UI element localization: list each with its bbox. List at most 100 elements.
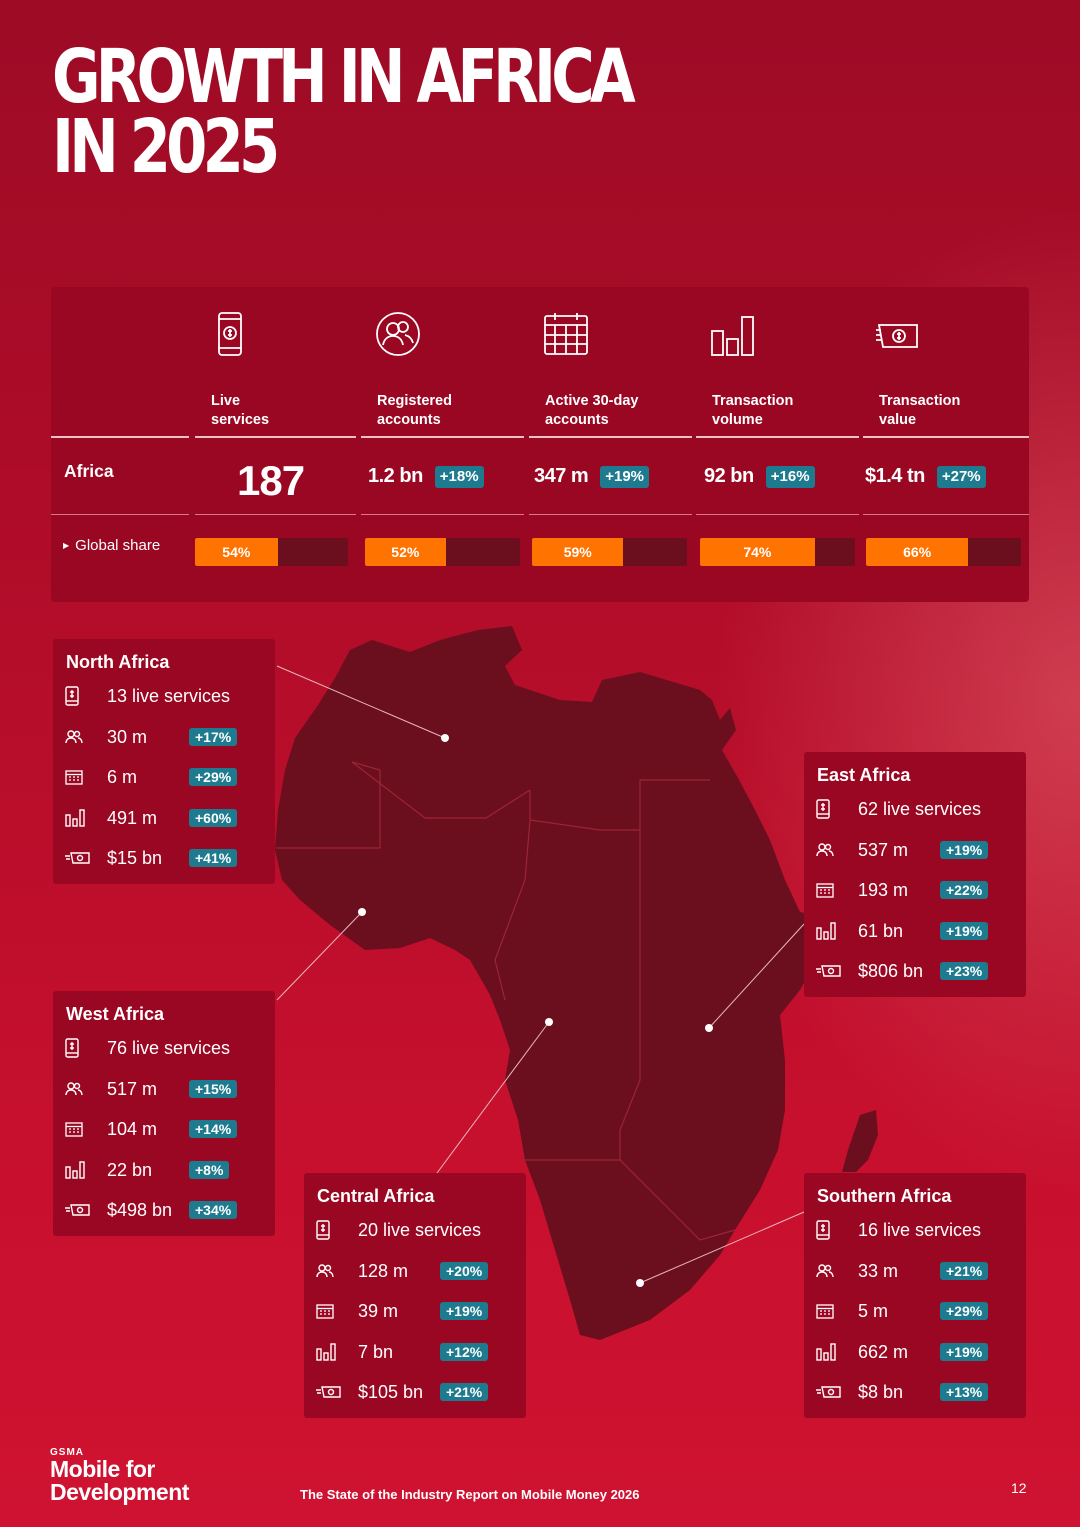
region-name: Central Africa xyxy=(317,1186,435,1206)
stat-row: 76 live services xyxy=(65,1035,230,1061)
growth-badge: +29% xyxy=(189,768,238,786)
phone-dollar-icon xyxy=(316,1219,346,1241)
banknote-icon xyxy=(816,960,846,982)
value-active-accounts: 347 m +19% xyxy=(534,465,650,488)
stat-row: 662 m +19% xyxy=(816,1339,989,1365)
west-leader xyxy=(276,911,363,1001)
growth-badge: +18% xyxy=(434,465,484,488)
banknote-icon xyxy=(65,1199,95,1221)
east-leader xyxy=(708,923,805,1029)
value-live-services: 187 xyxy=(237,457,305,505)
value-rule xyxy=(51,514,189,515)
stat-row: 7 bn +12% xyxy=(316,1339,489,1365)
stat-value: 517 m xyxy=(107,1078,158,1099)
banknote-icon xyxy=(65,847,95,869)
stat-row: 491 m +60% xyxy=(65,805,238,831)
value-rule xyxy=(195,514,356,515)
header-rule xyxy=(195,436,356,438)
value-rule xyxy=(529,514,692,515)
bar-chart-icon xyxy=(65,1159,95,1181)
bar-chart-icon xyxy=(65,807,95,829)
header-live-services: Live services xyxy=(211,393,270,428)
stat-value: 20 live services xyxy=(358,1219,482,1240)
stat-row: 6 m +29% xyxy=(65,764,238,790)
region-name: West Africa xyxy=(66,1004,165,1024)
logo-line-2: Development xyxy=(50,1479,189,1505)
growth-badge: +41% xyxy=(189,849,238,867)
growth-badge: +19% xyxy=(940,841,989,859)
bar-chart-icon xyxy=(316,1341,346,1363)
summary-column-active-accounts: Active 30-day accounts 347 m +19% 59% xyxy=(529,287,692,602)
stat-row: 22 bn +8% xyxy=(65,1157,230,1183)
stat-row: 5 m +29% xyxy=(816,1298,989,1324)
stat-value: 61 bn xyxy=(858,920,904,941)
central-west-border xyxy=(494,819,531,1001)
share-bar: 59% xyxy=(532,538,687,566)
value-text: 1.2 bn xyxy=(368,465,423,487)
southern-leader xyxy=(639,1211,805,1284)
stat-value: 491 m xyxy=(107,807,158,828)
stat-row: $105 bn +21% xyxy=(316,1379,489,1405)
summary-column-transaction-volume: Transaction volume 92 bn +16% 74% xyxy=(696,287,859,602)
users-icon xyxy=(816,1260,846,1282)
north-leader xyxy=(276,665,446,739)
stat-row: 20 live services xyxy=(316,1217,482,1243)
header-transaction-volume: Transaction volume xyxy=(712,393,794,428)
stat-row: $8 bn +13% xyxy=(816,1379,989,1405)
growth-badge: +19% xyxy=(940,1343,989,1361)
region-name: East Africa xyxy=(817,765,911,785)
stat-row: $15 bn +41% xyxy=(65,845,238,871)
central-border xyxy=(529,779,710,831)
value-rule xyxy=(361,514,524,515)
east-africa-card: East Africa 62 live services 537 m +19% 193… xyxy=(804,752,1026,997)
header-active-accounts: Active 30-day accounts xyxy=(545,393,639,428)
growth-badge: +13% xyxy=(940,1383,989,1401)
growth-badge: +23% xyxy=(940,962,989,980)
calendar-icon xyxy=(816,879,846,901)
region-name: North Africa xyxy=(66,652,170,672)
growth-badge: +14% xyxy=(189,1120,238,1138)
stat-value: 30 m xyxy=(107,726,148,747)
southern-border xyxy=(520,1159,736,1241)
stat-row: 62 live services xyxy=(816,796,981,822)
stat-value: 537 m xyxy=(858,839,909,860)
southern-marker xyxy=(636,1279,644,1287)
header-rule xyxy=(696,436,859,438)
share-bar: 54% xyxy=(195,538,348,566)
growth-badge: +29% xyxy=(940,1302,989,1320)
users-icon xyxy=(375,311,421,362)
phone-dollar-icon xyxy=(65,685,95,707)
growth-badge: +19% xyxy=(940,922,989,940)
stat-row: 30 m +17% xyxy=(65,724,238,750)
stat-row: 517 m +15% xyxy=(65,1076,238,1102)
header-registered-accounts: Registered accounts xyxy=(377,393,452,428)
stat-row: 33 m +21% xyxy=(816,1258,989,1284)
phone-dollar-icon xyxy=(65,1037,95,1059)
growth-badge: +21% xyxy=(440,1383,489,1401)
value-text: 187 xyxy=(237,457,305,504)
share-bar: 52% xyxy=(365,538,520,566)
stat-value: $15 bn xyxy=(107,847,163,868)
growth-badge: +17% xyxy=(189,728,238,746)
title-line-1: GROWTH IN AFRICA xyxy=(52,34,636,120)
title-line-2: IN 2025 xyxy=(52,104,280,190)
share-bar: 74% xyxy=(700,538,855,566)
madagascar-island xyxy=(842,1110,878,1172)
page-number: 12 xyxy=(1011,1480,1027,1496)
stat-row: 39 m +19% xyxy=(316,1298,489,1324)
stat-row: $806 bn +23% xyxy=(816,958,989,984)
value-text: 347 m xyxy=(534,465,589,487)
header-rule xyxy=(529,436,692,438)
calendar-icon xyxy=(65,766,95,788)
stat-value: 13 live services xyxy=(107,685,231,706)
africa-summary-card: Africa ▶ Global share Live services 187 5… xyxy=(51,287,1029,602)
global-share-text: Global share xyxy=(75,537,161,554)
growth-badge: +12% xyxy=(440,1343,489,1361)
growth-badge: +19% xyxy=(440,1302,489,1320)
growth-badge: +15% xyxy=(189,1080,238,1098)
stat-value: 7 bn xyxy=(358,1341,394,1362)
summary-column-transaction-value: Transaction value $1.4 tn +27% 66% xyxy=(863,287,1029,602)
header-transaction-value: Transaction value xyxy=(879,393,961,428)
banknote-icon xyxy=(316,1381,346,1403)
bar-chart-icon xyxy=(816,1341,846,1363)
